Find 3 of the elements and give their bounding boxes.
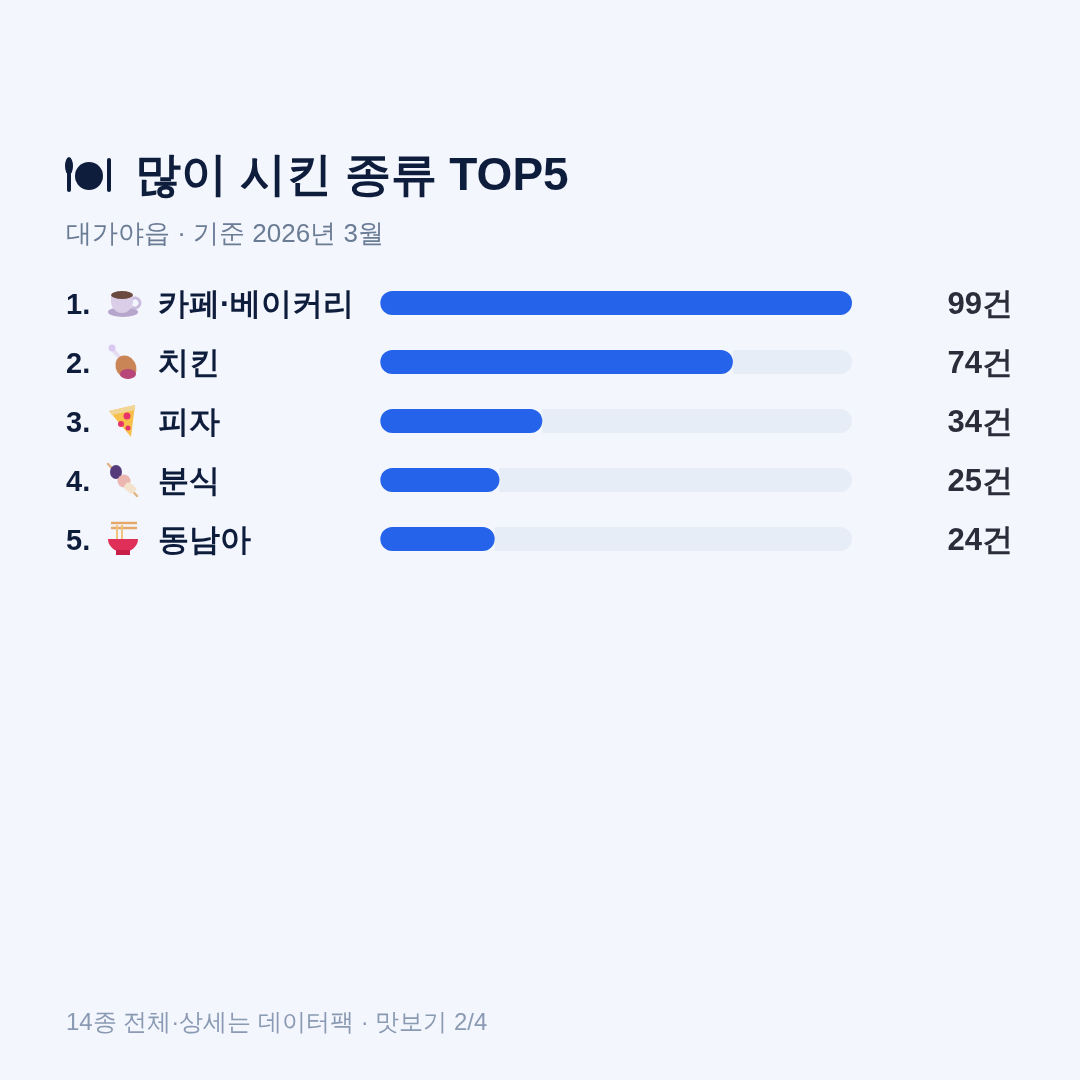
annotation: 14종 전체·상세는 데이터팩 · 맛보기 2/4 — [66, 1008, 488, 1035]
subtitle: 대가야읍 · 기준 2026년 3월 — [66, 218, 384, 248]
title: 많이 시킨 종류 TOP5 — [135, 148, 569, 200]
